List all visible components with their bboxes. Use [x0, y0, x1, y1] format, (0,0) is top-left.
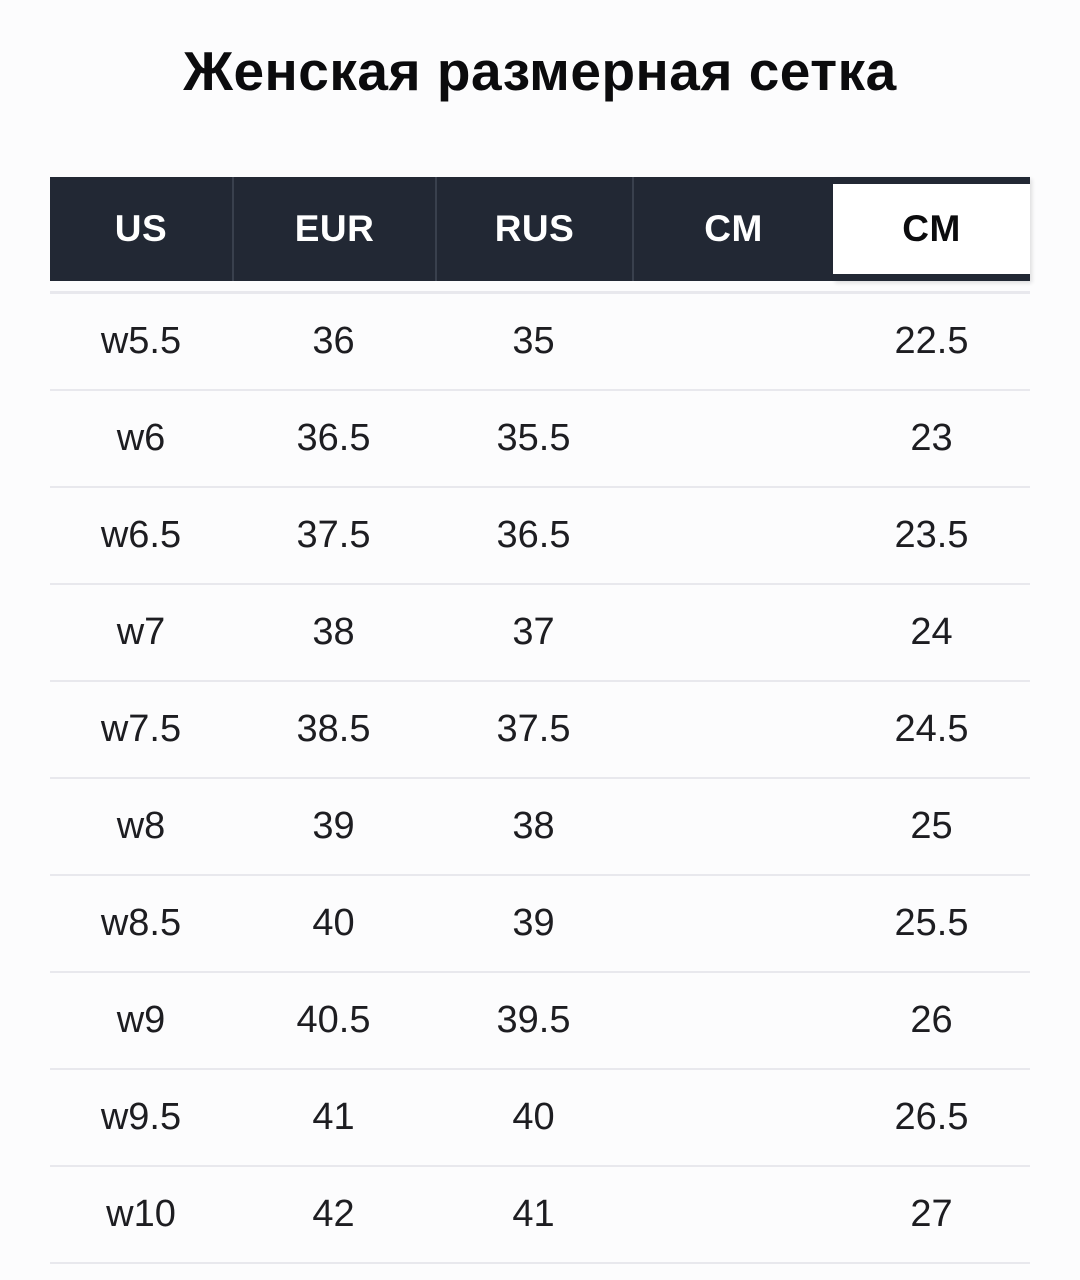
- cell-us: w7.5: [100, 708, 182, 750]
- cell-cm-hidden: [632, 682, 833, 777]
- table-row: w7 38 37 24: [50, 585, 1030, 682]
- cell-rus: 41: [512, 1193, 555, 1235]
- page-title: Женская размерная сетка: [183, 40, 897, 102]
- cell-us: w5.5: [100, 320, 182, 362]
- table-row: w5.5 36 35 22.5: [50, 294, 1030, 391]
- cell-rus: 35: [512, 320, 555, 362]
- column-header-cm: CM: [632, 177, 833, 281]
- page: Женская размерная сетка US EUR RUS CM CM…: [0, 34, 1080, 1280]
- cell-cm: 27: [910, 1193, 953, 1235]
- cell-eur: 40.5: [296, 999, 371, 1041]
- table-row: w10 42 41 27: [50, 1167, 1030, 1264]
- cell-cm-hidden: [632, 585, 833, 680]
- column-header-rus: RUS: [435, 177, 632, 281]
- column-header-us: US: [114, 208, 168, 249]
- cell-eur: 36.5: [296, 417, 371, 459]
- cell-eur: 38: [312, 611, 355, 653]
- cell-rus: 35.5: [496, 417, 571, 459]
- table-row: w8.5 40 39 25.5: [50, 876, 1030, 973]
- cell-us: w9: [116, 999, 166, 1041]
- table-row: w6 36.5 35.5 23: [50, 391, 1030, 488]
- size-table: US EUR RUS CM CM w5.5 36 35 22.5 w6 36.5…: [50, 177, 1030, 1264]
- cell-cm: 22.5: [894, 320, 969, 362]
- cell-cm: 26.5: [894, 1096, 969, 1138]
- cell-cm: 23.5: [894, 514, 969, 556]
- table-row: w8 39 38 25: [50, 779, 1030, 876]
- cell-cm-hidden: [632, 391, 833, 486]
- cell-eur: 42: [312, 1193, 355, 1235]
- table-row: w9 40.5 39.5 26: [50, 973, 1030, 1070]
- table-row: w7.5 38.5 37.5 24.5: [50, 682, 1030, 779]
- cell-rus: 37: [512, 611, 555, 653]
- cell-cm-hidden: [632, 1070, 833, 1165]
- cell-eur: 39: [312, 805, 355, 847]
- table-row: w9.5 41 40 26.5: [50, 1070, 1030, 1167]
- cell-cm-hidden: [632, 1167, 833, 1262]
- cell-rus: 39.5: [496, 999, 571, 1041]
- column-header-cm-selected[interactable]: CM: [833, 177, 1030, 281]
- cell-cm: 25: [910, 805, 953, 847]
- cell-us: w8: [116, 805, 166, 847]
- cell-eur: 38.5: [296, 708, 371, 750]
- cell-cm-hidden: [632, 779, 833, 874]
- cell-eur: 37.5: [296, 514, 371, 556]
- cell-us: w9.5: [100, 1096, 182, 1138]
- cell-rus: 36.5: [496, 514, 571, 556]
- table-row: w6.5 37.5 36.5 23.5: [50, 488, 1030, 585]
- cell-eur: 41: [312, 1096, 355, 1138]
- cell-cm-hidden: [632, 973, 833, 1068]
- cell-rus: 40: [512, 1096, 555, 1138]
- cell-us: w7: [116, 611, 166, 653]
- table-header: US EUR RUS CM CM: [50, 177, 1030, 281]
- cell-cm-hidden: [632, 876, 833, 971]
- cell-cm: 24.5: [894, 708, 969, 750]
- cell-cm: 23: [910, 417, 953, 459]
- cell-eur: 36: [312, 320, 355, 362]
- cell-rus: 37.5: [496, 708, 571, 750]
- cell-rus: 38: [512, 805, 555, 847]
- column-header-eur: EUR: [232, 177, 435, 281]
- cell-cm: 25.5: [894, 902, 969, 944]
- cell-rus: 39: [512, 902, 555, 944]
- cell-cm-hidden: [632, 488, 833, 583]
- cell-cm: 24: [910, 611, 953, 653]
- cell-us: w8.5: [100, 902, 182, 944]
- cell-cm-hidden: [632, 294, 833, 389]
- cell-cm: 26: [910, 999, 953, 1041]
- cell-us: w6.5: [100, 514, 182, 556]
- cell-eur: 40: [312, 902, 355, 944]
- table-body: w5.5 36 35 22.5 w6 36.5 35.5 23 w6.5 37.…: [50, 291, 1030, 1264]
- cell-us: w6: [116, 417, 166, 459]
- cell-us: w10: [106, 1193, 176, 1235]
